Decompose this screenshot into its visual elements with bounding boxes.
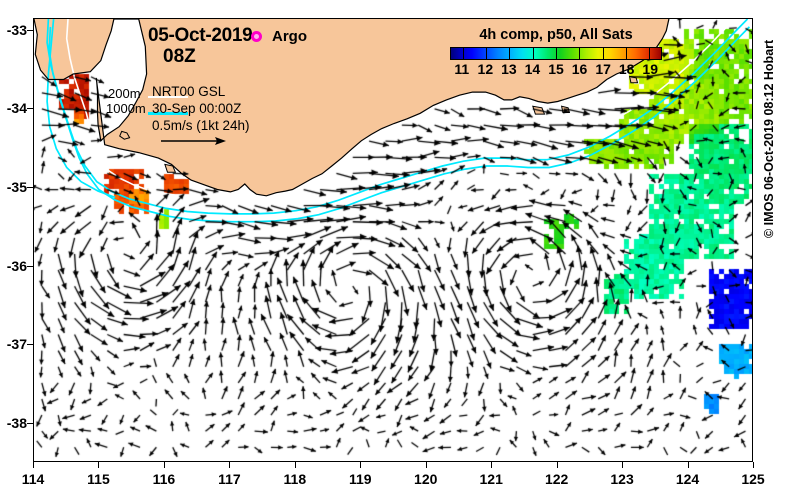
x-tick-mark [163,462,165,468]
x-tick-label: 115 [87,471,110,487]
y-tick-mark [27,29,33,31]
x-tick-label: 124 [675,471,700,487]
colorbar-tick-label: 19 [642,61,659,77]
colorbar-tick [579,47,581,60]
bathymetry-1000m-swatch [148,112,188,115]
y-tick-mark [27,265,33,267]
x-tick-mark [360,462,362,468]
vector-scale-label: 0.5m/s (1kt 24h) [152,118,250,133]
colorbar-tick-label: 13 [501,61,517,77]
x-tick-label: 116 [152,471,176,487]
x-tick-mark [98,462,100,468]
colorbar-tick-label: 15 [548,61,564,77]
x-tick-label: 117 [218,471,241,487]
x-tick-mark [753,462,754,468]
model-valid-time-label: 30-Sep 00:00Z [152,101,242,116]
current-vector-layer [34,19,752,461]
x-tick-label: 119 [348,471,372,487]
y-tick-label: -36 [6,257,27,274]
y-tick-label: -37 [6,336,27,353]
map-time-title: 08Z [163,46,196,67]
x-tick-mark [33,462,34,468]
x-tick-label: 120 [414,471,438,487]
y-tick-mark [27,344,33,346]
colorbar-gradient [450,47,662,60]
x-tick-label: 122 [544,471,569,487]
bathymetry-1000m-label: 1000m [106,101,146,116]
y-tick-label: -38 [6,414,27,431]
x-tick-mark [229,462,231,468]
map-canvas-layers [34,19,752,461]
colorbar-tick [462,47,464,60]
model-product-label: NRT00 GSL [152,84,226,99]
x-tick-mark [687,462,689,468]
colorbar-tick [602,47,604,60]
x-tick-label: 123 [610,471,634,487]
argo-marker-icon [251,31,262,42]
argo-legend-label: Argo [272,28,307,45]
y-tick-mark [27,422,33,424]
x-tick-mark [294,462,296,468]
colorbar-tick-label: 14 [524,61,541,77]
colorbar-tick [556,47,557,60]
y-tick-label: -35 [6,178,27,195]
x-tick-mark [425,462,427,468]
colorbar-tick-label: 17 [595,61,611,77]
colorbar-tick-labels: 11 12 13 14 15 16 17 18 19 [450,61,662,79]
y-tick-label: -34 [6,100,27,117]
map-date-title: 05-Oct-2019 [148,25,253,46]
map-plot-area [33,18,753,462]
colorbar-tick-label: 11 [454,61,470,77]
x-tick-label: 118 [283,471,307,487]
colorbar-tick [509,47,511,60]
x-tick-label: 125 [741,471,765,487]
x-tick-label: 114 [21,471,45,487]
colorbar-tick [626,47,627,60]
copyright-credit: © IMOS 06-Oct-2019 08:12 Hobart [762,39,776,238]
vector-scale-arrow-icon [161,137,226,145]
y-tick-label: -33 [6,21,27,38]
x-tick-mark [556,462,558,468]
sst-colorbar: 4h comp, p50, All Sats 11 12 13 14 15 16 17 18 1… [450,27,662,79]
colorbar-tick [485,47,487,60]
colorbar-tick [649,47,651,60]
x-tick-mark [491,462,493,468]
y-tick-mark [27,108,33,110]
x-tick-label: 121 [479,471,503,487]
y-tick-mark [27,186,33,188]
colorbar-title: 4h comp, p50, All Sats [479,27,633,43]
colorbar-tick-label: 12 [477,61,494,77]
bathymetry-200m-label: 200m [108,86,141,101]
colorbar-tick-label: 16 [571,61,588,77]
x-tick-mark [622,462,624,468]
bathymetry-200m-swatch [148,96,188,98]
colorbar-tick [532,47,534,60]
colorbar-tick-label: 18 [618,61,635,77]
